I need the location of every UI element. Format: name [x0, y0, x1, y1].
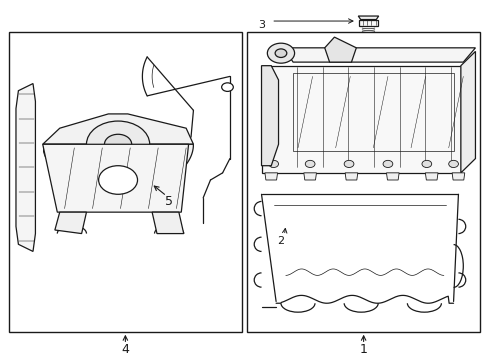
Polygon shape — [42, 144, 188, 212]
Polygon shape — [43, 144, 193, 192]
Circle shape — [104, 134, 131, 154]
Polygon shape — [345, 173, 357, 180]
Circle shape — [221, 83, 233, 91]
Polygon shape — [425, 173, 437, 180]
Polygon shape — [246, 32, 479, 332]
Polygon shape — [303, 173, 316, 180]
Text: 4: 4 — [121, 343, 129, 356]
Circle shape — [99, 166, 137, 194]
Text: 1: 1 — [359, 343, 367, 356]
Polygon shape — [55, 212, 86, 234]
Polygon shape — [358, 16, 378, 19]
Circle shape — [275, 49, 286, 58]
Polygon shape — [16, 84, 35, 251]
Circle shape — [382, 160, 392, 167]
Polygon shape — [451, 173, 464, 180]
Text: 2: 2 — [277, 236, 284, 246]
Circle shape — [86, 121, 149, 167]
Text: 5: 5 — [165, 195, 173, 208]
Polygon shape — [283, 48, 474, 62]
Polygon shape — [261, 66, 278, 166]
Circle shape — [448, 160, 458, 167]
Polygon shape — [9, 32, 242, 332]
Circle shape — [421, 160, 431, 167]
Polygon shape — [264, 173, 277, 180]
Text: 3: 3 — [258, 19, 264, 30]
Polygon shape — [460, 51, 474, 173]
Circle shape — [267, 43, 294, 63]
Polygon shape — [324, 37, 356, 62]
Polygon shape — [386, 173, 398, 180]
Circle shape — [268, 160, 278, 167]
Circle shape — [305, 160, 314, 167]
Polygon shape — [152, 212, 183, 234]
Polygon shape — [261, 66, 460, 173]
Circle shape — [344, 160, 353, 167]
Polygon shape — [42, 114, 193, 144]
Polygon shape — [359, 19, 377, 26]
